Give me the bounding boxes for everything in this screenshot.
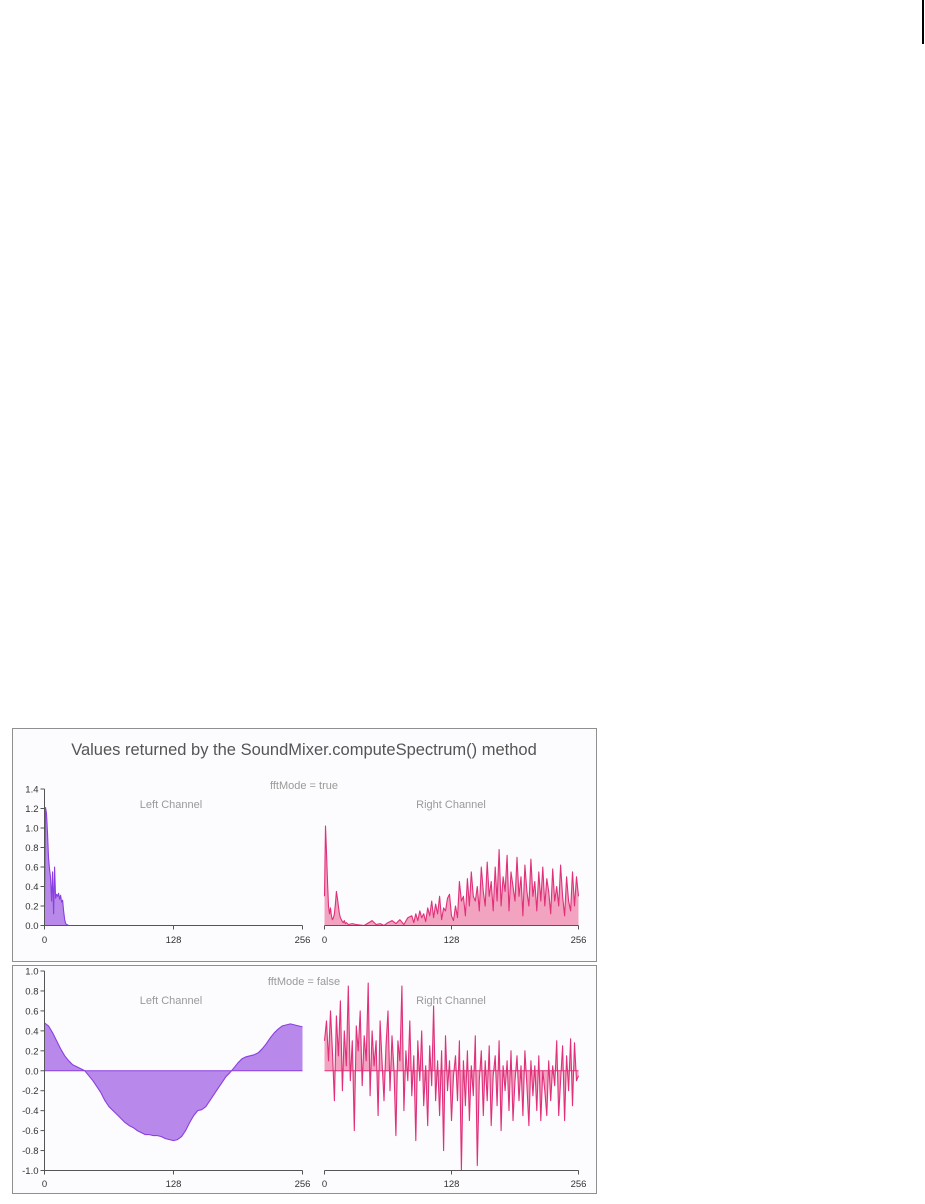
bottom-right-x-tick-label: 0 [322, 1179, 327, 1190]
top-y-tick-label: 0.8 [25, 843, 38, 854]
top-right-x-tick-label: 256 [571, 935, 587, 946]
bottom-y-tick-label: 0.4 [25, 1026, 38, 1037]
top-panel-frame [12, 728, 597, 962]
top-right-x-tick-label: 128 [444, 935, 460, 946]
top-left-channel-label: Left Channel [140, 799, 202, 811]
bottom-y-tick-label: -0.8 [22, 1146, 38, 1157]
bottom-right-channel-label: Right Channel [416, 995, 486, 1007]
top-right-x-tick-label: 0 [322, 935, 327, 946]
top-right-channel-label: Right Channel [416, 799, 486, 811]
chart-title: Values returned by the SoundMixer.comput… [71, 741, 537, 759]
bottom-right-series-line [323, 982, 580, 1172]
top-mode-label: fftMode = true [270, 780, 338, 792]
top-y-tick-label: 0.6 [25, 863, 38, 874]
bottom-left-x-tick-label: 128 [166, 1179, 182, 1190]
bottom-y-tick-label: -0.2 [22, 1086, 38, 1097]
top-y-tick-label: 1.2 [25, 804, 38, 815]
top-right-area [324, 826, 579, 926]
bottom-y-tick-label: 1.0 [25, 967, 38, 978]
page-edge-bar [922, 0, 924, 44]
spectrum-chart-svg: Values returned by the SoundMixer.comput… [12, 728, 597, 1194]
top-left-x-tick-label: 0 [42, 935, 47, 946]
bottom-right-x-tick-label: 128 [444, 1179, 460, 1190]
spectrum-figure: Values returned by the SoundMixer.comput… [12, 728, 597, 1199]
top-left-x-tick-label: 256 [295, 935, 311, 946]
bottom-left-x-tick-label: 0 [42, 1179, 47, 1190]
bottom-right-x-tick-label: 256 [571, 1179, 587, 1190]
bottom-y-tick-label: -0.6 [22, 1126, 38, 1137]
bottom-y-tick-label: 0.8 [25, 986, 38, 997]
bottom-y-tick-label: -0.4 [22, 1106, 38, 1117]
top-y-tick-label: 0.4 [25, 882, 38, 893]
bottom-y-tick-label: 0.2 [25, 1046, 38, 1057]
bottom-y-tick-label: 0.0 [25, 1066, 38, 1077]
chart-marks: 0 128 256 0 128 256 0.0 0.2 0.4 0.6 0.8 1.0 1.2 1.4 0 1… [22, 785, 586, 1191]
top-y-tick-label: 0.2 [25, 902, 38, 913]
bottom-y-tick-label: -1.0 [22, 1166, 38, 1177]
bottom-left-series-line [44, 1022, 303, 1142]
top-y-tick-label: 1.0 [25, 824, 38, 835]
top-left-x-tick-label: 128 [166, 935, 182, 946]
top-y-tick-label: 1.4 [25, 785, 38, 796]
bottom-y-tick-label: 0.6 [25, 1006, 38, 1017]
bottom-left-area [44, 1022, 303, 1141]
top-y-tick-label: 0.0 [25, 921, 38, 932]
bottom-left-channel-label: Left Channel [140, 995, 202, 1007]
top-right-series-line [323, 825, 580, 927]
bottom-mode-label: fftMode = false [268, 976, 340, 988]
bottom-left-x-tick-label: 256 [295, 1179, 311, 1190]
